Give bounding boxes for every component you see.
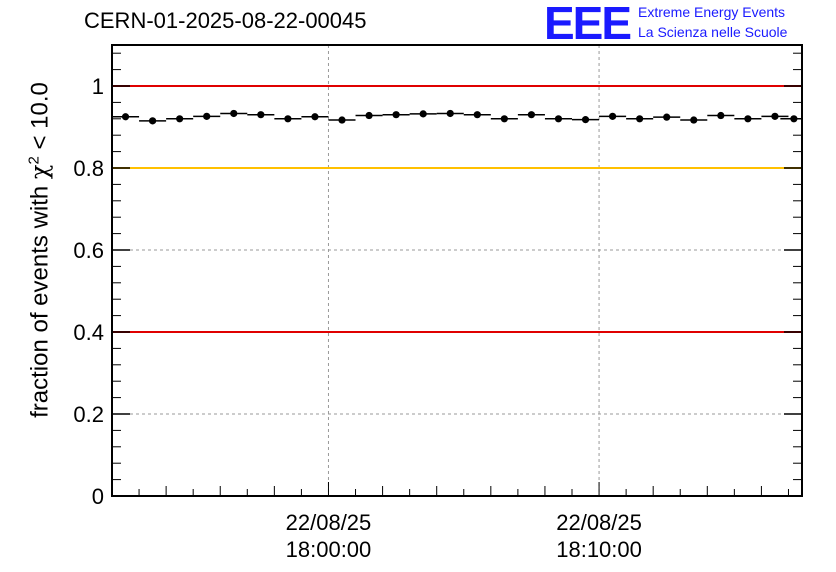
data-point <box>148 117 157 125</box>
data-point <box>527 111 536 119</box>
data-point <box>311 113 319 121</box>
eee-logo-mark: EEE <box>544 0 632 49</box>
data-point <box>608 112 617 120</box>
y-tick-label: 0.8 <box>73 156 104 181</box>
data-point <box>338 116 346 124</box>
data-point <box>121 113 130 121</box>
x-tick-label-time: 18:10:00 <box>556 537 642 562</box>
run-title: CERN-01-2025-08-22-00045 <box>84 8 367 33</box>
data-point <box>257 111 265 119</box>
data-point <box>581 116 590 124</box>
x-tick-label-date: 22/08/25 <box>286 510 372 535</box>
data-point <box>771 112 779 120</box>
data-point <box>392 111 400 119</box>
y-tick-label: 0.6 <box>73 238 104 263</box>
data-point <box>690 116 698 124</box>
data-point <box>500 115 508 123</box>
data-point <box>663 113 671 121</box>
data-point <box>284 115 292 123</box>
plot-frame <box>111 44 803 497</box>
data-point <box>419 110 427 118</box>
data-point <box>790 115 798 123</box>
y-tick-label: 1 <box>92 74 104 99</box>
data-point <box>717 111 725 120</box>
data-point <box>744 115 752 123</box>
y-tick-label: 0 <box>92 484 104 509</box>
data-point <box>203 112 211 120</box>
y-tick-label: 0.4 <box>73 320 104 345</box>
data-point <box>554 115 563 123</box>
data-point <box>473 111 481 119</box>
logo-subtitle-1: Extreme Energy Events <box>638 4 786 20</box>
y-tick-label: 0.2 <box>73 402 104 427</box>
data-point <box>446 109 454 118</box>
logo-subtitle-2: La Scienza nelle Scuole <box>638 24 788 40</box>
data-point <box>365 111 373 120</box>
x-tick-label-date: 22/08/25 <box>556 510 642 535</box>
data-point <box>176 115 184 123</box>
data-point <box>636 115 644 123</box>
data-point <box>230 109 238 118</box>
x-tick-label-time: 18:00:00 <box>286 537 372 562</box>
